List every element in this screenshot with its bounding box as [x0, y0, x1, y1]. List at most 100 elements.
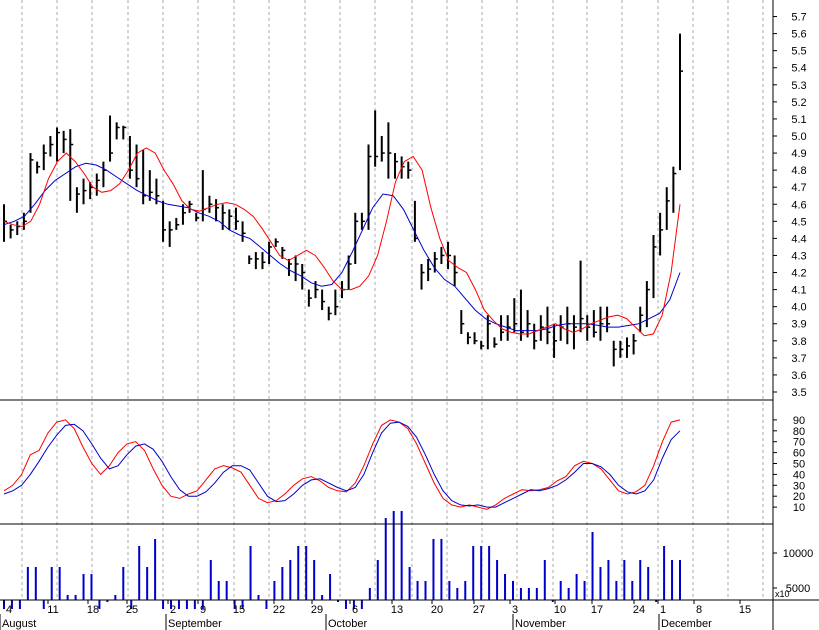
price-bar — [460, 310, 465, 334]
oscillator-panel — [3, 419, 681, 510]
price-tick-label: 4.4 — [791, 233, 806, 245]
price-tick-label: 4.2 — [791, 268, 806, 280]
price-bar — [261, 252, 266, 270]
price-tick-label: 4.6 — [791, 199, 806, 211]
price-bar — [9, 224, 14, 239]
price-bar — [287, 258, 292, 276]
price-bar — [433, 252, 438, 273]
month-label: December — [661, 618, 712, 630]
price-bar — [268, 241, 273, 264]
price-tick-label: 3.5 — [791, 387, 806, 399]
fast-moving-average-line — [3, 147, 681, 337]
price-bar — [632, 333, 637, 355]
price-tick-label: 3.8 — [791, 336, 806, 348]
price-tick-label: 5.6 — [791, 29, 806, 41]
price-bar — [447, 241, 452, 270]
price-tick-label: 4.1 — [791, 285, 806, 297]
price-bar — [387, 122, 392, 179]
price-bar — [234, 207, 239, 230]
price-bar — [347, 255, 352, 290]
volume-tick-label: 10000 — [783, 548, 814, 560]
price-bar — [533, 323, 538, 350]
price-tick-label: 4.0 — [791, 302, 806, 314]
price-bar — [334, 289, 339, 316]
price-tick-label: 3.6 — [791, 370, 806, 382]
price-bar — [625, 337, 630, 358]
price-bar — [49, 136, 54, 157]
price-bar — [374, 110, 379, 167]
price-bar — [82, 178, 87, 205]
price-panel — [3, 33, 683, 367]
price-bar — [168, 221, 173, 247]
price-bar — [56, 127, 61, 162]
date-day-label: 9 — [200, 604, 206, 616]
month-label: October — [328, 618, 367, 630]
price-bar — [480, 340, 485, 350]
oscillator-tick-label: 50 — [793, 459, 805, 471]
date-day-label: 25 — [126, 604, 138, 616]
price-bar — [175, 217, 180, 230]
price-tick-label: 5.5 — [791, 46, 806, 58]
oscillator-tick-label: 80 — [793, 426, 805, 438]
date-day-label: 4 — [6, 604, 12, 616]
price-bar — [466, 332, 471, 345]
price-bar — [228, 209, 233, 230]
price-tick-label: 3.9 — [791, 319, 806, 331]
price-bar — [526, 310, 531, 338]
price-bar — [142, 149, 147, 205]
price-bar — [188, 200, 193, 213]
price-tick-label: 5.3 — [791, 80, 806, 92]
price-bar — [440, 246, 445, 264]
volume-axis: x10 10000 5000 — [773, 548, 813, 599]
price-bar — [307, 289, 312, 307]
date-day-label: 18 — [87, 604, 99, 616]
price-tick-label: 5.4 — [791, 63, 806, 75]
price-bar — [22, 212, 27, 230]
price-bar — [486, 315, 491, 350]
date-day-label: 11 — [47, 604, 58, 616]
price-bar — [519, 289, 524, 341]
price-bar — [115, 122, 120, 140]
price-bar — [619, 340, 624, 358]
price-bar — [679, 33, 683, 171]
price-bar — [208, 195, 213, 213]
price-bar — [599, 306, 604, 341]
price-bar — [665, 187, 670, 230]
oscillator-tick-label: 20 — [793, 491, 805, 503]
price-bar — [420, 264, 425, 290]
date-day-label: 10 — [554, 604, 566, 616]
price-bar — [579, 260, 584, 333]
oscillator-tick-label: 60 — [793, 448, 805, 460]
price-bar — [42, 144, 47, 171]
price-bar — [513, 298, 518, 333]
price-bar — [128, 136, 133, 179]
price-bar — [427, 258, 432, 282]
date-day-label: 13 — [391, 604, 403, 616]
price-bar — [553, 323, 558, 358]
price-bar — [221, 204, 226, 230]
price-bar — [546, 306, 551, 345]
price-bar — [109, 115, 114, 162]
price-tick-label: 3.7 — [791, 353, 806, 365]
vertical-gridlines — [21, 0, 764, 600]
price-bar — [75, 187, 80, 213]
date-day-label: 2 — [170, 604, 176, 616]
date-day-label: 8 — [696, 604, 702, 616]
price-bar — [407, 161, 412, 179]
month-label: August — [2, 618, 36, 630]
date-day-label: 22 — [273, 604, 285, 616]
price-bar — [69, 129, 74, 201]
price-bar — [36, 161, 41, 174]
date-day-label: 6 — [352, 604, 358, 616]
oscillator-tick-label: 10 — [793, 502, 805, 514]
date-day-label: 17 — [591, 604, 603, 616]
price-bar — [360, 212, 365, 230]
price-bar — [195, 212, 200, 222]
price-bar — [586, 315, 591, 341]
price-bar — [639, 306, 644, 333]
